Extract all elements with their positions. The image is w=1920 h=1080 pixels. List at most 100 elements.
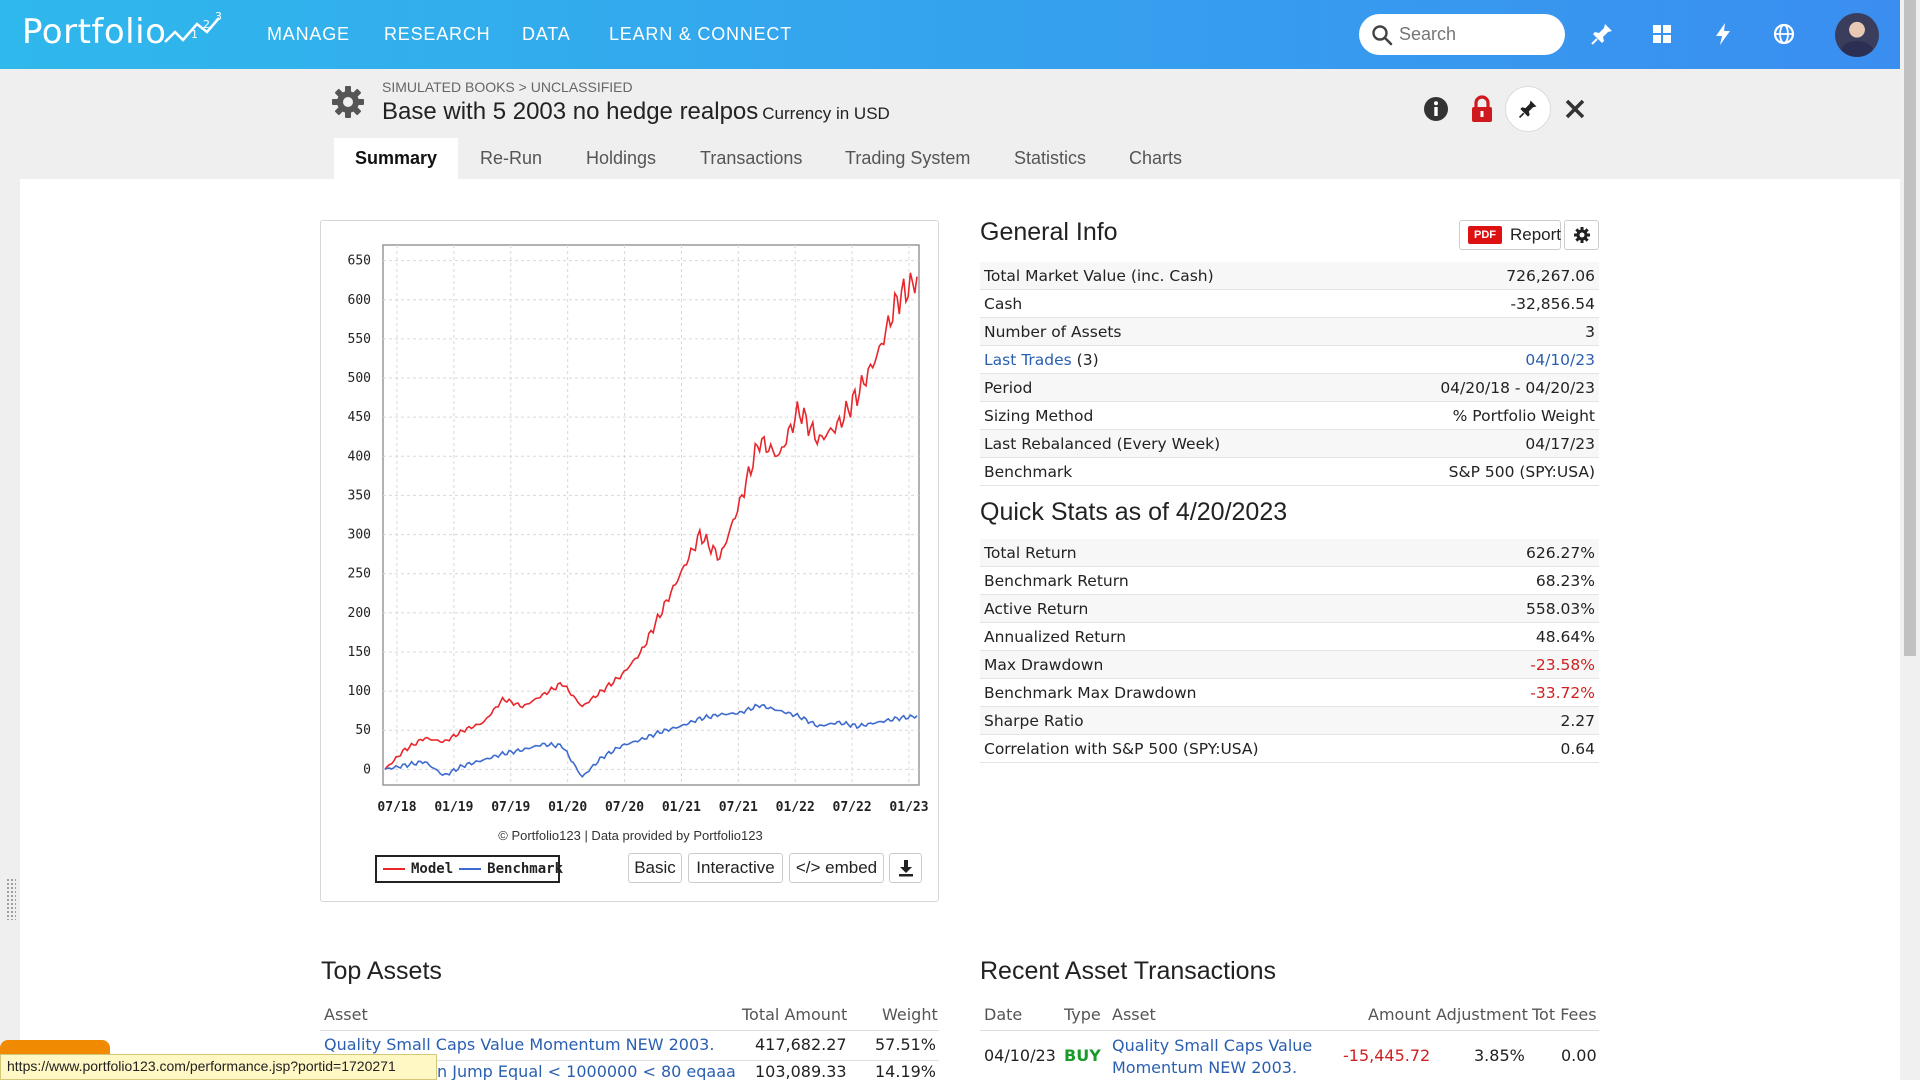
search-input[interactable] bbox=[1399, 23, 1549, 45]
stat-label: Sharpe Ratio bbox=[984, 711, 1084, 730]
legend-item-benchmark[interactable]: Benchmark bbox=[459, 861, 563, 877]
close-button[interactable] bbox=[1552, 86, 1598, 132]
y-tick-label: 350 bbox=[348, 488, 371, 503]
y-tick-label: 400 bbox=[348, 449, 371, 464]
info-row: Number of Assets 3 bbox=[980, 318, 1599, 346]
tab-statistics[interactable]: Statistics bbox=[1014, 148, 1087, 168]
main-content bbox=[20, 179, 1900, 1080]
tab-trading-system[interactable]: Trading System bbox=[845, 148, 971, 168]
tx-asset-link[interactable]: Quality Small Caps Value bbox=[1112, 1036, 1313, 1055]
tx-fees: 0.00 bbox=[1561, 1046, 1597, 1065]
stat-value: 68.23% bbox=[1535, 571, 1595, 590]
download-icon bbox=[898, 860, 913, 877]
tab-re-run[interactable]: Re-Run bbox=[480, 148, 543, 168]
stat-label: Max Drawdown bbox=[984, 655, 1104, 674]
search-box[interactable] bbox=[1359, 14, 1565, 55]
asset-amount: 103,089.33 bbox=[755, 1062, 847, 1080]
stat-row: Sharpe Ratio 2.27 bbox=[980, 707, 1599, 735]
info-row: Last Rebalanced (Every Week) 04/17/23 bbox=[980, 430, 1599, 458]
last-trades-date-link[interactable]: 04/10/23 bbox=[1525, 350, 1595, 369]
chart-interactive-button[interactable]: Interactive bbox=[688, 853, 783, 883]
general-info-title: General Info bbox=[980, 218, 1118, 246]
info-row: Last Trades (3) 04/10/23 bbox=[980, 346, 1599, 374]
stat-value: 0.64 bbox=[1560, 739, 1595, 758]
chart-embed-button[interactable]: </> embed bbox=[789, 853, 884, 883]
performance-chart: 0 50 100 150 200 250 300 350 400 450 500 550 600 650 0… bbox=[348, 244, 929, 815]
info-label: Number of Assets bbox=[984, 322, 1122, 341]
nav-data[interactable]: DATA bbox=[522, 24, 571, 44]
globe-icon[interactable] bbox=[1771, 21, 1797, 47]
asset-link[interactable]: n Jump Equal < 1000000 < 80 eqaaa bbox=[437, 1062, 736, 1080]
last-trades-link[interactable]: Last Trades bbox=[984, 350, 1072, 369]
col-header-adjustment: Adjustment bbox=[1436, 1005, 1528, 1024]
svg-text:2: 2 bbox=[203, 18, 210, 31]
divider bbox=[980, 1030, 1599, 1031]
pin-icon[interactable] bbox=[1589, 21, 1615, 47]
stat-row: Annualized Return 48.64% bbox=[980, 623, 1599, 651]
nav-learn-connect[interactable]: LEARN & CONNECT bbox=[609, 24, 793, 44]
y-tick-label: 100 bbox=[348, 684, 371, 699]
tab-charts[interactable]: Charts bbox=[1129, 148, 1183, 168]
y-tick-label: 300 bbox=[348, 528, 371, 543]
chart-basic-button[interactable]: Basic bbox=[628, 853, 682, 883]
y-tick-label: 450 bbox=[348, 410, 371, 425]
stat-label: Benchmark Return bbox=[984, 571, 1129, 590]
lock-button[interactable] bbox=[1459, 86, 1505, 132]
logo-mark-icon: 1 2 3 bbox=[164, 10, 222, 43]
quick-stats-table: Total Return 626.27% Benchmark Return 68.2… bbox=[980, 539, 1599, 763]
info-row: Cash -32,856.54 bbox=[980, 290, 1599, 318]
breadcrumb: SIMULATED BOOKS > UNCLASSIFIED bbox=[382, 79, 633, 95]
info-value: -32,856.54 bbox=[1510, 294, 1595, 313]
info-button[interactable] bbox=[1413, 86, 1459, 132]
info-label: Last Rebalanced (Every Week) bbox=[984, 434, 1221, 453]
stat-label: Benchmark Max Drawdown bbox=[984, 683, 1197, 702]
asset-weight: 57.51% bbox=[875, 1035, 937, 1054]
asset-link[interactable]: Quality Small Caps Value Momentum NEW 20… bbox=[324, 1035, 715, 1054]
top-navbar: Portfolio 1 2 3 MANAGE RESEARCH DATA LEA… bbox=[0, 0, 1900, 69]
page-title: Base with 5 2003 no hedge realpos Currenc… bbox=[382, 98, 890, 126]
avatar[interactable] bbox=[1835, 13, 1879, 57]
feedback-tab[interactable] bbox=[0, 1040, 110, 1056]
col-header-total-amount: Total Amount bbox=[742, 1005, 848, 1024]
stat-value: 2.27 bbox=[1560, 711, 1595, 730]
tab-summary[interactable]: Summary bbox=[334, 138, 459, 179]
logo[interactable]: Portfolio bbox=[22, 12, 167, 52]
stat-value: 558.03% bbox=[1526, 599, 1595, 618]
legend-item-model[interactable]: Model bbox=[383, 861, 453, 877]
stat-row: Total Return 626.27% bbox=[980, 539, 1599, 567]
quick-stats-title: Quick Stats as of 4/20/2023 bbox=[980, 498, 1288, 526]
resize-grip-icon[interactable] bbox=[6, 878, 16, 920]
nav-research[interactable]: RESEARCH bbox=[384, 24, 491, 44]
tx-adjustment: 3.85% bbox=[1474, 1046, 1525, 1065]
info-row: Benchmark S&P 500 (SPY:USA) bbox=[980, 458, 1599, 486]
asset-amount: 417,682.27 bbox=[755, 1035, 847, 1054]
pdf-report-button[interactable]: PDF Report bbox=[1459, 220, 1561, 250]
tx-type-badge: BUY bbox=[1064, 1046, 1101, 1065]
nav-manage[interactable]: MANAGE bbox=[267, 24, 350, 44]
scrollbar-thumb[interactable] bbox=[1904, 0, 1916, 656]
col-header-asset: Asset bbox=[1112, 1005, 1156, 1024]
bolt-icon[interactable] bbox=[1710, 21, 1736, 47]
series-line-benchmark bbox=[384, 703, 918, 779]
tab-holdings[interactable]: Holdings bbox=[586, 148, 657, 168]
stat-row: Max Drawdown -23.58% bbox=[980, 651, 1599, 679]
pin-page-button[interactable] bbox=[1505, 86, 1551, 132]
stat-row: Correlation with S&P 500 (SPY:USA) 0.64 bbox=[980, 735, 1599, 763]
settings-gear-icon[interactable] bbox=[330, 84, 366, 120]
x-tick-label: 07/20 bbox=[605, 800, 644, 815]
tx-asset-link-line2[interactable]: Momentum NEW 2003. bbox=[1112, 1058, 1298, 1077]
status-url: https://www.portfolio123.com/performance… bbox=[0, 1054, 437, 1080]
grid-icon[interactable] bbox=[1649, 21, 1675, 47]
stat-row: Benchmark Max Drawdown -33.72% bbox=[980, 679, 1599, 707]
y-tick-label: 250 bbox=[348, 567, 371, 582]
divider bbox=[320, 1060, 939, 1061]
tab-transactions[interactable]: Transactions bbox=[700, 148, 803, 168]
stat-value: -23.58% bbox=[1530, 655, 1595, 674]
divider bbox=[320, 1030, 939, 1031]
report-settings-button[interactable] bbox=[1564, 220, 1599, 250]
chart-legend: Model Benchmark bbox=[375, 855, 563, 883]
chart-download-button[interactable] bbox=[889, 853, 922, 883]
info-label: Period bbox=[984, 378, 1033, 397]
stat-value: 48.64% bbox=[1535, 627, 1595, 646]
info-row: Period 04/20/18 - 04/20/23 bbox=[980, 374, 1599, 402]
